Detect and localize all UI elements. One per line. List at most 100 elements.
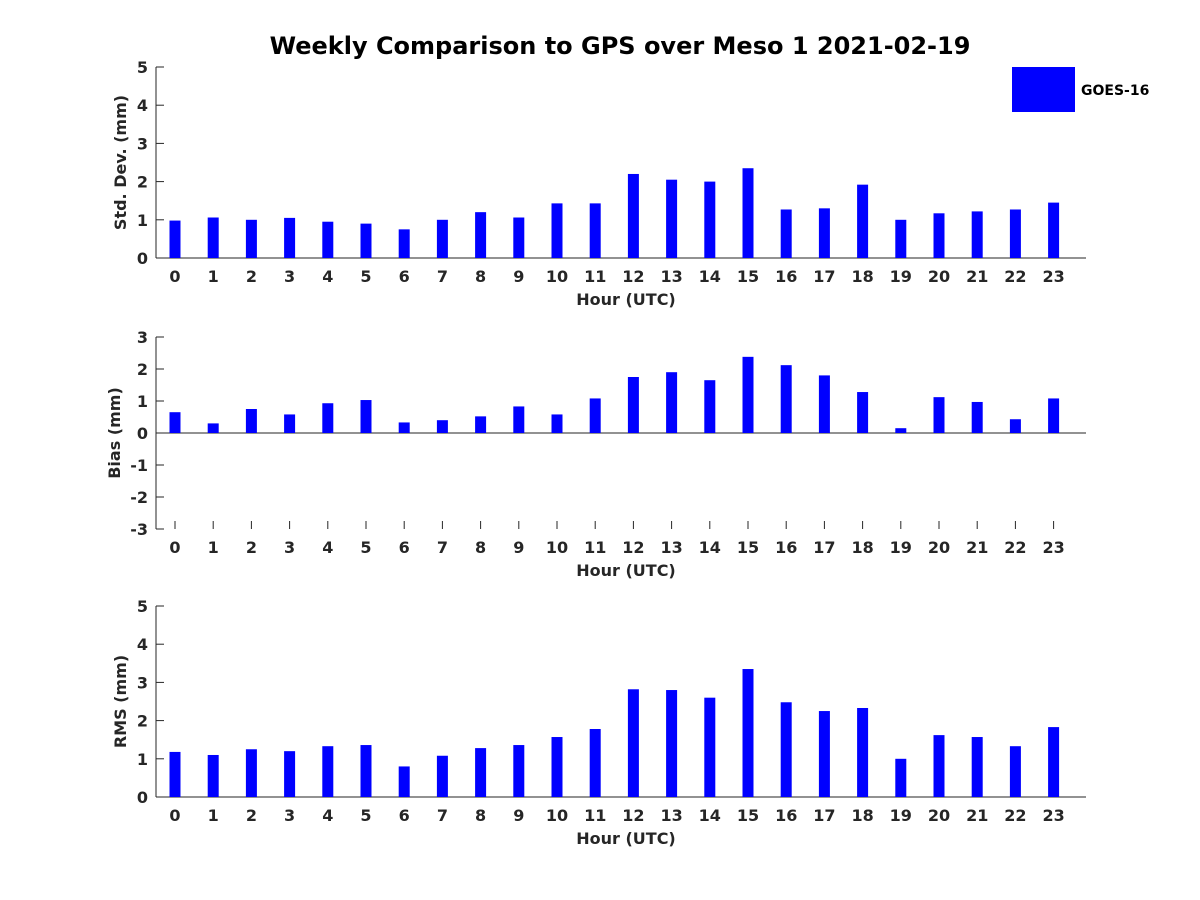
x-tick-label: 6 [399, 806, 410, 825]
x-tick-label: 20 [928, 538, 950, 557]
legend-label: GOES-16 [1081, 83, 1149, 99]
y-tick-label: 4 [137, 635, 148, 654]
y-tick-label: 0 [137, 788, 148, 807]
bar-hour-19 [895, 758, 907, 797]
bar-hour-2 [245, 219, 257, 258]
x-tick-label: 17 [813, 538, 835, 557]
bar-hour-1 [207, 217, 219, 258]
x-tick-label: 23 [1042, 538, 1064, 557]
bar-hour-21 [971, 211, 983, 258]
x-tick-label: 3 [284, 267, 295, 286]
y-tick-label: 1 [137, 750, 148, 769]
bar-hour-3 [284, 751, 296, 797]
bar-hour-18 [857, 184, 869, 258]
x-tick-label: 1 [208, 806, 219, 825]
x-tick-label: 15 [737, 267, 759, 286]
y-tick-label: 5 [137, 597, 148, 616]
bar-hour-8 [475, 416, 487, 433]
x-tick-label: 6 [399, 538, 410, 557]
bar-hour-21 [971, 737, 983, 797]
x-tick-label: 20 [928, 806, 950, 825]
x-tick-label: 10 [546, 806, 568, 825]
y-tick-label: -3 [130, 520, 148, 539]
bar-hour-3 [284, 217, 296, 258]
x-tick-label: 18 [851, 806, 873, 825]
x-tick-label: 3 [284, 538, 295, 557]
y-tick-label: 2 [137, 360, 148, 379]
bar-hour-13 [666, 690, 678, 797]
x-axis-label: Hour (UTC) [576, 829, 676, 848]
bar-hour-22 [1009, 746, 1021, 797]
x-tick-label: 19 [890, 538, 912, 557]
bar-hour-7 [436, 219, 448, 258]
x-tick-label: 21 [966, 267, 988, 286]
bar-hour-15 [742, 669, 754, 797]
x-tick-label: 7 [437, 806, 448, 825]
x-tick-label: 8 [475, 538, 486, 557]
bar-hour-14 [704, 181, 716, 258]
bar-hour-13 [666, 179, 678, 258]
x-tick-label: 13 [660, 267, 682, 286]
bar-hour-4 [322, 746, 334, 797]
bar-hour-2 [245, 749, 257, 797]
x-tick-label: 5 [360, 267, 371, 286]
x-tick-label: 16 [775, 267, 797, 286]
x-tick-label: 6 [399, 267, 410, 286]
bar-hour-11 [589, 203, 601, 258]
bar-hour-13 [666, 372, 678, 433]
x-tick-label: 8 [475, 806, 486, 825]
x-tick-label: 12 [622, 538, 644, 557]
x-tick-label: 5 [360, 806, 371, 825]
y-tick-label: 2 [137, 712, 148, 731]
x-tick-label: 19 [890, 806, 912, 825]
x-tick-label: 0 [169, 806, 180, 825]
x-tick-label: 15 [737, 806, 759, 825]
y-tick-label: -2 [130, 488, 148, 507]
x-tick-label: 10 [546, 267, 568, 286]
x-tick-label: 18 [851, 267, 873, 286]
bar-hour-10 [551, 414, 563, 433]
x-tick-label: 12 [622, 806, 644, 825]
bar-hour-17 [818, 208, 830, 258]
bar-hour-12 [627, 689, 639, 797]
bar-hour-3 [284, 414, 296, 433]
bar-hour-6 [398, 229, 410, 258]
x-tick-label: 12 [622, 267, 644, 286]
bar-hour-1 [207, 754, 219, 797]
x-tick-label: 9 [513, 806, 524, 825]
bar-hour-22 [1009, 419, 1021, 433]
bar-hour-18 [857, 392, 869, 433]
y-tick-label: 3 [137, 673, 148, 692]
bar-hour-23 [1048, 727, 1060, 797]
bar-hour-5 [360, 223, 372, 258]
x-tick-label: 4 [322, 538, 333, 557]
bar-hour-12 [627, 377, 639, 433]
x-tick-label: 5 [360, 538, 371, 557]
x-tick-label: 17 [813, 267, 835, 286]
bar-hour-11 [589, 398, 601, 433]
x-tick-label: 16 [775, 806, 797, 825]
x-tick-label: 21 [966, 538, 988, 557]
x-tick-label: 2 [246, 267, 257, 286]
y-tick-label: 2 [137, 173, 148, 192]
x-tick-label: 14 [699, 806, 721, 825]
x-tick-label: 10 [546, 538, 568, 557]
x-tick-label: 7 [437, 267, 448, 286]
y-tick-label: 0 [137, 249, 148, 268]
bar-hour-5 [360, 745, 372, 797]
bar-hour-4 [322, 221, 334, 258]
x-tick-label: 23 [1042, 806, 1064, 825]
bar-hour-2 [245, 409, 257, 433]
bar-hour-19 [895, 219, 907, 258]
x-tick-label: 11 [584, 806, 606, 825]
y-tick-label: 5 [137, 58, 148, 77]
bar-hour-17 [818, 711, 830, 797]
bar-hour-0 [169, 412, 181, 433]
y-axis-label: Std. Dev. (mm) [111, 95, 130, 230]
x-tick-label: 11 [584, 267, 606, 286]
bar-hour-6 [398, 766, 410, 797]
x-tick-label: 17 [813, 806, 835, 825]
x-tick-label: 22 [1004, 806, 1026, 825]
x-tick-label: 19 [890, 267, 912, 286]
bar-hour-20 [933, 735, 945, 797]
